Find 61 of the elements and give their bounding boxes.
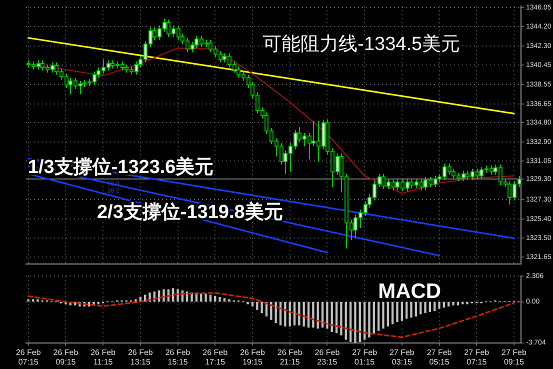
x-tick-label: 26 Feb 23:15: [314, 348, 340, 366]
bar: [414, 302, 418, 316]
bar: [284, 302, 286, 326]
bar: [340, 302, 342, 336]
x-tick-label: 26 Feb 21:15: [277, 348, 303, 366]
bar: [214, 296, 216, 302]
bar: [97, 302, 100, 304]
x-tick-label: 26 Feb 07:15: [16, 348, 42, 366]
bar: [354, 302, 356, 343]
bar: [452, 302, 454, 306]
bar: [368, 302, 370, 338]
x-tick-label: 26 Feb 15:15: [165, 348, 191, 366]
bar: [448, 302, 450, 307]
bar: [32, 299, 34, 302]
x-tick-label: 27 Feb 03:15: [389, 348, 415, 366]
bar: [251, 302, 254, 307]
bar: [466, 302, 468, 304]
bar: [326, 302, 328, 329]
bar: [223, 298, 226, 302]
bar: [424, 302, 426, 314]
bar: [392, 302, 394, 324]
bar: [293, 302, 296, 326]
bar: [410, 302, 412, 318]
bar: [462, 302, 464, 304]
annotation: MACD: [378, 280, 442, 303]
bar: [396, 302, 398, 322]
x-tick-label: 26 Feb 19:15: [240, 348, 266, 366]
bar: [204, 294, 207, 302]
bar: [406, 302, 408, 319]
bar: [246, 302, 249, 304]
bar: [438, 302, 440, 309]
x-tick-label: 27 Feb 01:15: [352, 348, 378, 366]
bar: [400, 302, 403, 321]
bar: [298, 302, 300, 326]
bar: [420, 302, 422, 314]
annotation: 可能阻力线-1334.5美元: [262, 33, 460, 56]
bar: [218, 296, 221, 302]
bar: [307, 302, 310, 328]
x-tick-label: 27 Feb 05:15: [426, 348, 452, 366]
bar: [456, 302, 460, 306]
bar: [36, 299, 39, 302]
bar: [312, 302, 314, 328]
bar: [382, 302, 384, 329]
bar: [428, 302, 432, 312]
bar: [176, 289, 179, 302]
bar: [434, 302, 436, 311]
bar: [377, 302, 380, 331]
bar: [27, 299, 30, 302]
x-tick-label: 26 Feb 13:15: [128, 348, 154, 366]
x-tick-label: 26 Feb 11:15: [90, 348, 116, 366]
x-tick-label: 26 Feb 09:15: [53, 348, 79, 366]
bar: [442, 302, 446, 308]
bar: [134, 299, 137, 302]
bar: [200, 294, 202, 302]
bar: [256, 302, 258, 310]
bar: [386, 302, 389, 326]
x-tick-label: 26 Feb 17:15: [202, 348, 228, 366]
bar: [228, 299, 230, 302]
bar: [260, 302, 263, 314]
x-tick-label: 27 Feb 07:15: [464, 348, 490, 366]
x-tick-label: 27 Feb 09:15: [502, 348, 527, 366]
